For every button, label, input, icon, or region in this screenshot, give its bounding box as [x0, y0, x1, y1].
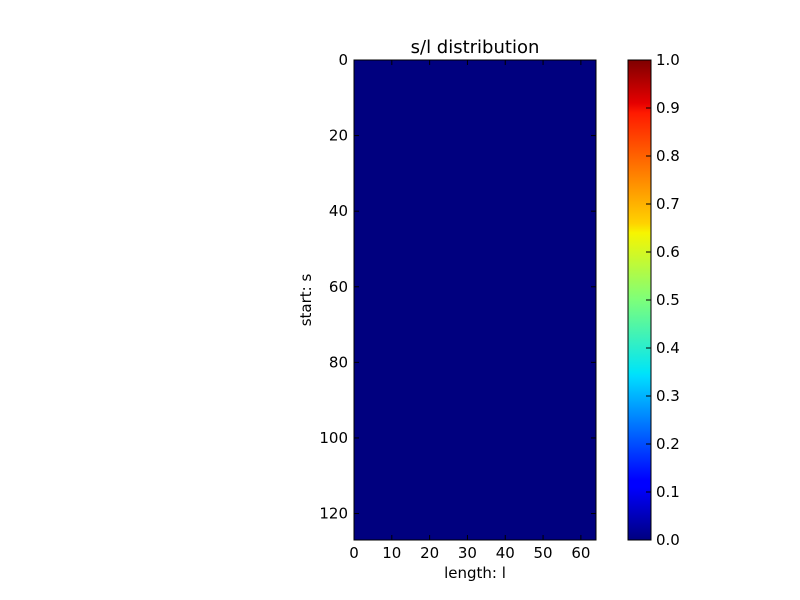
- x-tick-label: 60: [571, 544, 590, 562]
- y-axis-ticks: 0 20 40 60 80 100 120: [319, 51, 596, 523]
- colorbar-tick-label: 0.5: [656, 291, 680, 309]
- x-axis-ticks: 0 10 20 30 40 50 60: [349, 60, 590, 562]
- x-axis-label: length: l: [444, 564, 506, 582]
- y-tick-label: 120: [319, 505, 348, 523]
- colorbar-ticks: 0.0 0.1 0.2 0.3 0.4 0.5 0.6 0.7 0.8 0.9 1.0: [646, 51, 680, 549]
- plot-frame: [353, 59, 597, 541]
- colorbar: 0.0 0.1 0.2 0.3 0.4 0.5 0.6 0.7 0.8 0.9 1.0: [627, 51, 680, 549]
- x-tick-label: 50: [534, 544, 553, 562]
- colorbar-tick-label: 0.6: [656, 243, 680, 261]
- y-tick-label: 0: [338, 51, 348, 69]
- y-tick-label: 100: [319, 429, 348, 447]
- y-tick-label: 80: [329, 353, 348, 371]
- x-tick-label: 10: [382, 544, 401, 562]
- heatmap-cells: [354, 60, 596, 540]
- colorbar-tick-label: 1.0: [656, 51, 680, 69]
- colorbar-tick-label: 0.8: [656, 147, 680, 165]
- y-axis-label: start: s: [297, 274, 315, 327]
- colorbar-tick-label: 0.4: [656, 339, 680, 357]
- chart-title: s/l distribution: [411, 37, 540, 58]
- colorbar-tick-label: 0.2: [656, 435, 680, 453]
- colorbar-tick-label: 0.7: [656, 195, 680, 213]
- colorbar-tick-label: 0.3: [656, 387, 680, 405]
- plot-area: 0 10 20 30 40 50 60 0 20 40 60 80 100 120: [319, 51, 597, 562]
- colorbar-tick-label: 0.1: [656, 483, 680, 501]
- colorbar-tick-label: 0.9: [656, 99, 680, 117]
- x-tick-label: 40: [496, 544, 515, 562]
- y-tick-label: 20: [329, 127, 348, 145]
- x-tick-label: 20: [420, 544, 439, 562]
- y-tick-label: 60: [329, 278, 348, 296]
- colorbar-gradient: [628, 60, 651, 540]
- x-tick-label: 30: [458, 544, 477, 562]
- x-tick-label: 0: [349, 544, 359, 562]
- colorbar-tick-label: 0.0: [656, 531, 680, 549]
- y-tick-label: 40: [329, 202, 348, 220]
